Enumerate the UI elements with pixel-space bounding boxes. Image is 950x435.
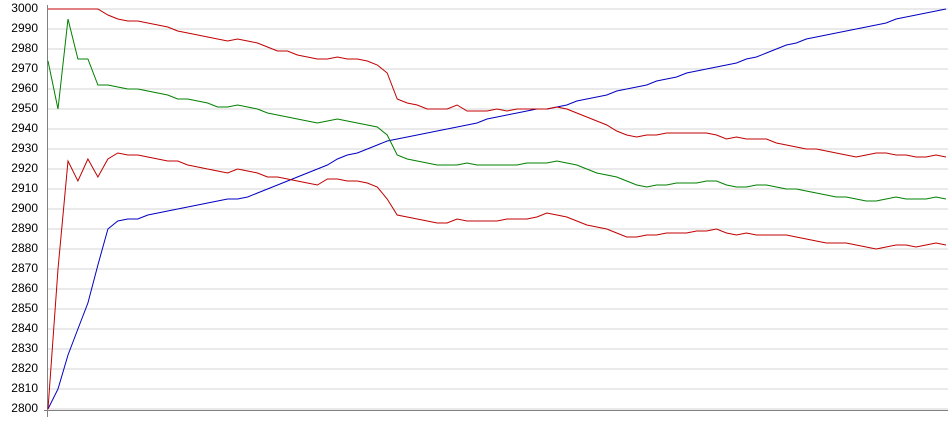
y-tick-label: 2870 <box>11 261 38 275</box>
series-line <box>47 152 947 410</box>
y-tick-label: 2820 <box>11 361 38 375</box>
y-tick-label: 2830 <box>11 341 38 355</box>
series-line <box>47 18 947 202</box>
series-line <box>48 8 947 158</box>
y-tick-label: 2940 <box>11 121 38 135</box>
y-tick-label: 2840 <box>11 321 38 335</box>
y-tick-label: 2980 <box>11 41 38 55</box>
y-tick-label: 2990 <box>11 21 38 35</box>
y-tick-label: 2960 <box>11 81 38 95</box>
y-tick-label: 2850 <box>11 301 38 315</box>
y-tick-label: 2880 <box>11 241 38 255</box>
y-tick-label: 2900 <box>11 201 38 215</box>
y-tick-label: 3000 <box>11 1 38 15</box>
y-tick-label: 2800 <box>11 401 38 415</box>
y-tick-label: 2890 <box>11 221 38 235</box>
y-tick-label: 2950 <box>11 101 38 115</box>
y-tick-label: 2860 <box>11 281 38 295</box>
y-tick-label: 2910 <box>11 181 38 195</box>
series-line <box>47 8 947 410</box>
y-tick-label: 2930 <box>11 141 38 155</box>
y-tick-label: 2810 <box>11 381 38 395</box>
y-tick-label: 2970 <box>11 61 38 75</box>
y-tick-label: 2920 <box>11 161 38 175</box>
